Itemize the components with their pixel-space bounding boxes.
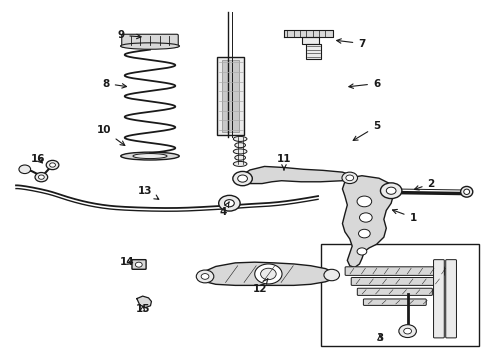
Text: 15: 15 — [135, 304, 150, 314]
Bar — [302, 37, 319, 44]
Circle shape — [49, 163, 55, 167]
FancyBboxPatch shape — [364, 299, 426, 305]
Circle shape — [255, 264, 282, 284]
Circle shape — [201, 274, 209, 279]
Polygon shape — [343, 176, 393, 267]
Text: 12: 12 — [252, 279, 268, 294]
Circle shape — [219, 195, 240, 211]
Circle shape — [261, 268, 276, 280]
Ellipse shape — [121, 43, 179, 49]
FancyBboxPatch shape — [351, 278, 439, 285]
FancyBboxPatch shape — [132, 260, 146, 269]
Text: 8: 8 — [102, 78, 126, 89]
Circle shape — [196, 270, 214, 283]
Ellipse shape — [461, 186, 473, 197]
Circle shape — [346, 175, 354, 181]
FancyBboxPatch shape — [122, 34, 178, 47]
Circle shape — [399, 325, 416, 338]
Circle shape — [238, 175, 247, 182]
Bar — [320, 244, 479, 346]
Text: 6: 6 — [349, 78, 380, 89]
Text: 10: 10 — [97, 125, 125, 145]
FancyBboxPatch shape — [345, 267, 444, 275]
Text: 11: 11 — [277, 154, 291, 170]
Circle shape — [386, 187, 396, 194]
Ellipse shape — [233, 161, 247, 166]
Circle shape — [357, 196, 372, 207]
Text: 3: 3 — [376, 333, 384, 343]
Circle shape — [135, 262, 142, 267]
Text: 5: 5 — [353, 121, 380, 140]
Text: 4: 4 — [220, 202, 229, 217]
Circle shape — [233, 171, 252, 186]
Ellipse shape — [133, 154, 167, 158]
Ellipse shape — [235, 155, 245, 160]
Circle shape — [357, 248, 367, 255]
Bar — [306, 44, 320, 59]
Circle shape — [360, 213, 372, 222]
Circle shape — [35, 172, 48, 182]
Text: 13: 13 — [138, 186, 159, 199]
Text: 16: 16 — [31, 154, 45, 163]
Text: 7: 7 — [337, 39, 366, 49]
Ellipse shape — [464, 189, 469, 194]
Ellipse shape — [121, 152, 179, 160]
Circle shape — [46, 160, 59, 170]
Ellipse shape — [233, 136, 247, 141]
Polygon shape — [284, 30, 333, 37]
Circle shape — [404, 328, 412, 334]
Ellipse shape — [233, 149, 247, 154]
Circle shape — [19, 165, 30, 174]
Bar — [217, 57, 244, 135]
Circle shape — [359, 229, 370, 238]
Circle shape — [324, 269, 340, 281]
Text: 14: 14 — [120, 257, 134, 267]
FancyBboxPatch shape — [357, 288, 432, 296]
FancyBboxPatch shape — [434, 260, 444, 338]
Circle shape — [38, 175, 44, 179]
Polygon shape — [137, 296, 151, 307]
Bar — [222, 60, 239, 132]
Text: 1: 1 — [392, 210, 416, 222]
Polygon shape — [240, 166, 355, 184]
FancyBboxPatch shape — [446, 260, 457, 338]
Circle shape — [342, 172, 358, 184]
Polygon shape — [201, 262, 335, 285]
Circle shape — [224, 200, 234, 207]
Text: 2: 2 — [415, 179, 435, 190]
Circle shape — [380, 183, 402, 199]
Text: 9: 9 — [117, 30, 141, 40]
Ellipse shape — [235, 143, 245, 148]
